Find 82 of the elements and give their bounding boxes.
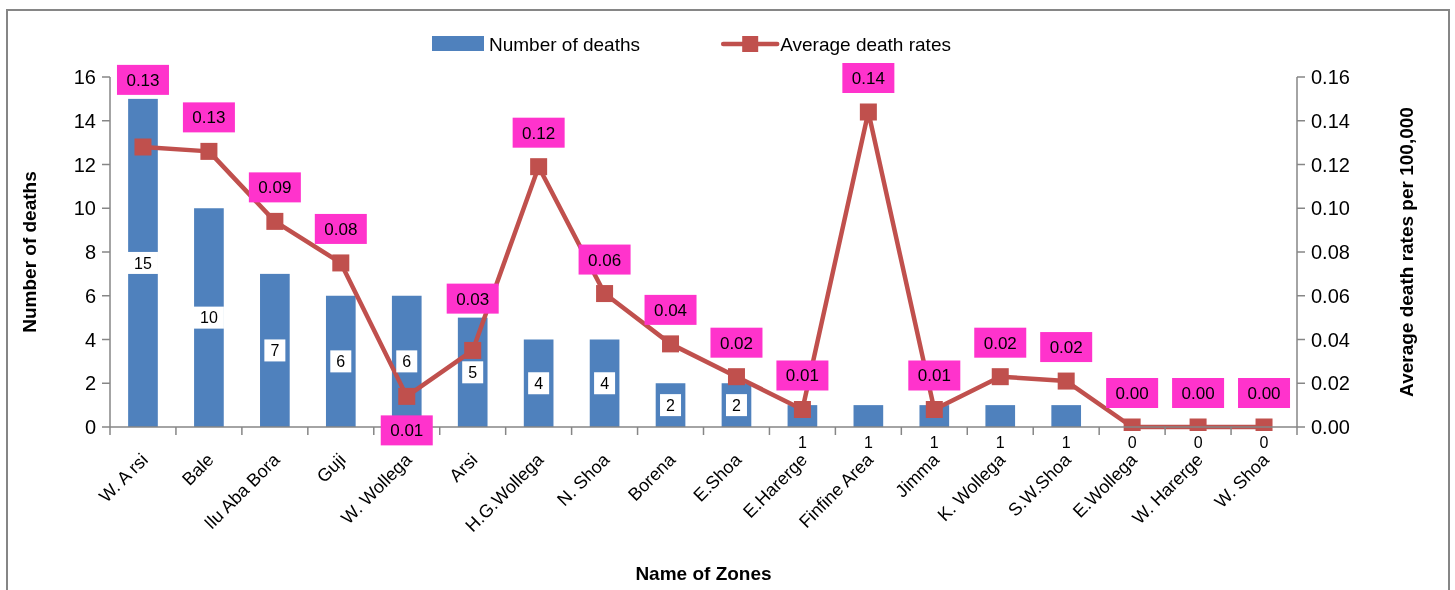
y-tick-label: 6	[84, 284, 96, 307]
y-tick-label: 12	[73, 153, 96, 176]
data-label: 0.08	[324, 219, 358, 239]
data-label: 15	[134, 254, 152, 272]
point	[727, 368, 745, 386]
point	[200, 142, 218, 160]
y2-tick-label: 0.14	[1311, 109, 1350, 132]
y2-tick-label: 0.00	[1311, 416, 1350, 438]
data-label: 6	[402, 352, 412, 370]
point	[991, 368, 1009, 386]
y-tick-label: 2	[84, 372, 96, 395]
point	[1057, 372, 1075, 390]
point	[859, 103, 877, 121]
y-tick-label: 4	[84, 328, 96, 351]
y2-tick-label: 0.02	[1311, 372, 1350, 395]
point	[398, 387, 416, 405]
bar	[853, 405, 884, 427]
data-label: 4	[600, 374, 610, 392]
data-label: 0.00	[1247, 383, 1281, 403]
data-label: 2	[666, 396, 676, 414]
data-label: 0.03	[456, 289, 490, 309]
y2-tick-label: 0.10	[1311, 197, 1350, 220]
data-label: 0.09	[258, 178, 292, 198]
data-label: 1	[863, 433, 873, 451]
data-label: 1	[797, 433, 807, 451]
data-label: 0.00	[1115, 383, 1149, 403]
data-label: 0.13	[126, 70, 160, 90]
data-label: 0.02	[983, 333, 1017, 353]
point	[530, 158, 548, 176]
bar	[128, 98, 158, 427]
point	[332, 254, 350, 272]
data-label: 6	[336, 352, 346, 370]
y-tick-label: 0	[84, 416, 96, 438]
bar	[1051, 405, 1082, 427]
bar	[325, 295, 356, 427]
data-label: 4	[534, 374, 544, 392]
x-tick-label: Guji	[312, 449, 350, 487]
y-tick-label: 8	[84, 241, 96, 263]
data-label: 0.04	[653, 300, 688, 320]
legend-label: Average death rates	[780, 33, 951, 55]
data-label: 7	[270, 342, 280, 360]
y2-tick-label: 0.16	[1311, 66, 1350, 88]
x-axis-title: Name of Zones	[635, 563, 772, 584]
data-label: 0.02	[1049, 338, 1083, 358]
data-label: 0.06	[588, 250, 622, 270]
legend-label: Number of deaths	[489, 33, 641, 55]
data-label: 2	[732, 396, 742, 414]
data-label: 0.02	[719, 333, 754, 353]
data-label: 1	[995, 433, 1005, 451]
x-tick-label: Bale	[178, 449, 218, 490]
data-label: 0.01	[785, 366, 819, 386]
y-axis-title: Number of deaths	[19, 171, 40, 333]
data-label: 0.13	[192, 108, 226, 128]
bar	[260, 273, 290, 427]
data-label: 0	[1193, 433, 1203, 451]
data-label: 0.12	[522, 123, 556, 143]
point	[662, 335, 680, 353]
data-label: 0.01	[390, 421, 424, 441]
x-tick-label: W. A rsi	[95, 449, 152, 507]
data-label: 10	[200, 309, 218, 327]
y2-tick-label: 0.06	[1311, 284, 1350, 307]
y2-tick-label: 0.08	[1311, 241, 1350, 263]
y-tick-label: 10	[73, 197, 96, 220]
data-label: 5	[468, 363, 478, 381]
bar	[985, 405, 1016, 427]
data-label: 1	[929, 433, 939, 451]
data-label: 1	[1061, 433, 1071, 451]
point	[266, 212, 284, 230]
point	[134, 138, 152, 156]
y2-tick-label: 0.04	[1311, 328, 1350, 351]
data-label: 0.14	[851, 68, 885, 88]
point	[464, 341, 482, 359]
data-label: 0	[1259, 433, 1269, 451]
data-label: 0	[1127, 433, 1137, 451]
y-tick-label: 16	[73, 66, 96, 88]
y2-tick-label: 0.12	[1311, 153, 1350, 176]
data-label: 0.01	[917, 366, 951, 386]
y2-axis-title: Average death rates per 100,000	[1396, 107, 1417, 397]
point	[596, 285, 614, 303]
y-tick-label: 14	[73, 109, 96, 132]
bar	[194, 208, 224, 427]
data-label: 0.00	[1181, 383, 1215, 403]
